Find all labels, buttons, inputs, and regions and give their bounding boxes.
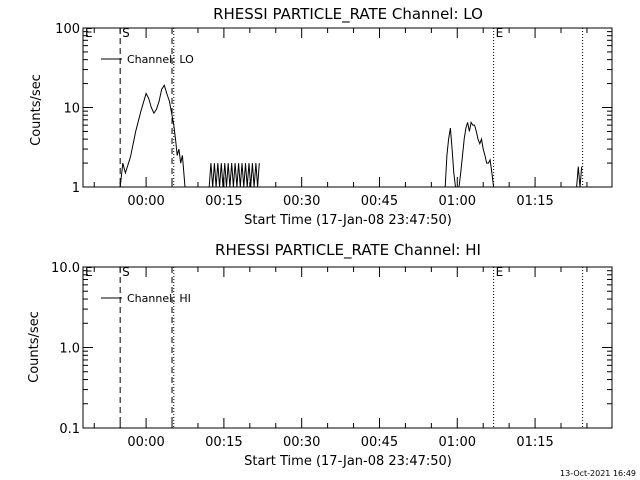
y-tick-label: 10 [63,102,80,117]
x-tick-label: 00:45 [361,194,398,209]
y-tick-label: 1 [72,181,80,196]
series-line [119,84,583,188]
x-tick-label: 01:15 [516,435,553,450]
y-axis-label: Counts/sec [29,74,44,146]
x-tick-label: 00:45 [361,435,398,450]
chart-panel-hi: RHESSI PARTICLE_RATE Channel: HI 0.1 1.0 1… [27,241,613,469]
legend-label: Channel: LO [127,53,194,66]
annotation-flag: S [122,265,130,279]
legend: Channel: HI [101,292,191,305]
annotation-flag: E [496,26,504,40]
x-tick-label: 00:30 [283,194,320,209]
y-tick-label: 1.0 [59,342,80,357]
generation-timestamp: 13-Oct-2021 16:49 [560,469,636,478]
chart-title: RHESSI PARTICLE_RATE Channel: HI [215,241,481,260]
axes-frame [82,27,613,188]
chart-panel-lo: RHESSI PARTICLE_RATE Channel: LO 1 10 100 0… [29,5,613,228]
y-tick-label: 10.0 [51,261,80,276]
x-tick-label: 00:30 [283,435,320,450]
x-tick-label: 00:00 [127,194,164,209]
x-tick-label: 00:15 [205,435,242,450]
x-tick-label: 01:00 [439,194,476,209]
plot-area: 1 10 100 00:00 00:15 00:30 00:45 01:00 01:15 E S E [55,22,613,209]
x-tick-label: 00:15 [205,194,242,209]
x-axis-label: Start Time (17-Jan-08 23:47:50) [244,454,452,469]
annotation-flag: E [85,265,93,279]
y-axis-label: Counts/sec [27,311,42,383]
y-tick-label: 0.1 [59,422,80,437]
annotation-flag: E [496,265,504,279]
annotation-flag: S [122,26,130,40]
chart-title: RHESSI PARTICLE_RATE Channel: LO [213,5,483,24]
x-tick-label: 01:15 [516,194,553,209]
legend: Channel: LO [101,53,194,66]
y-tick-label: 100 [55,22,80,37]
legend-label: Channel: HI [127,292,191,305]
plot-area: 0.1 1.0 10.0 00:00 00:15 00:30 00:45 01:00 01:15… [51,261,613,450]
x-axis-label: Start Time (17-Jan-08 23:47:50) [244,213,452,228]
x-tick-label: 01:00 [439,435,476,450]
x-tick-label: 00:00 [127,435,164,450]
annotation-flag: E [85,26,93,40]
